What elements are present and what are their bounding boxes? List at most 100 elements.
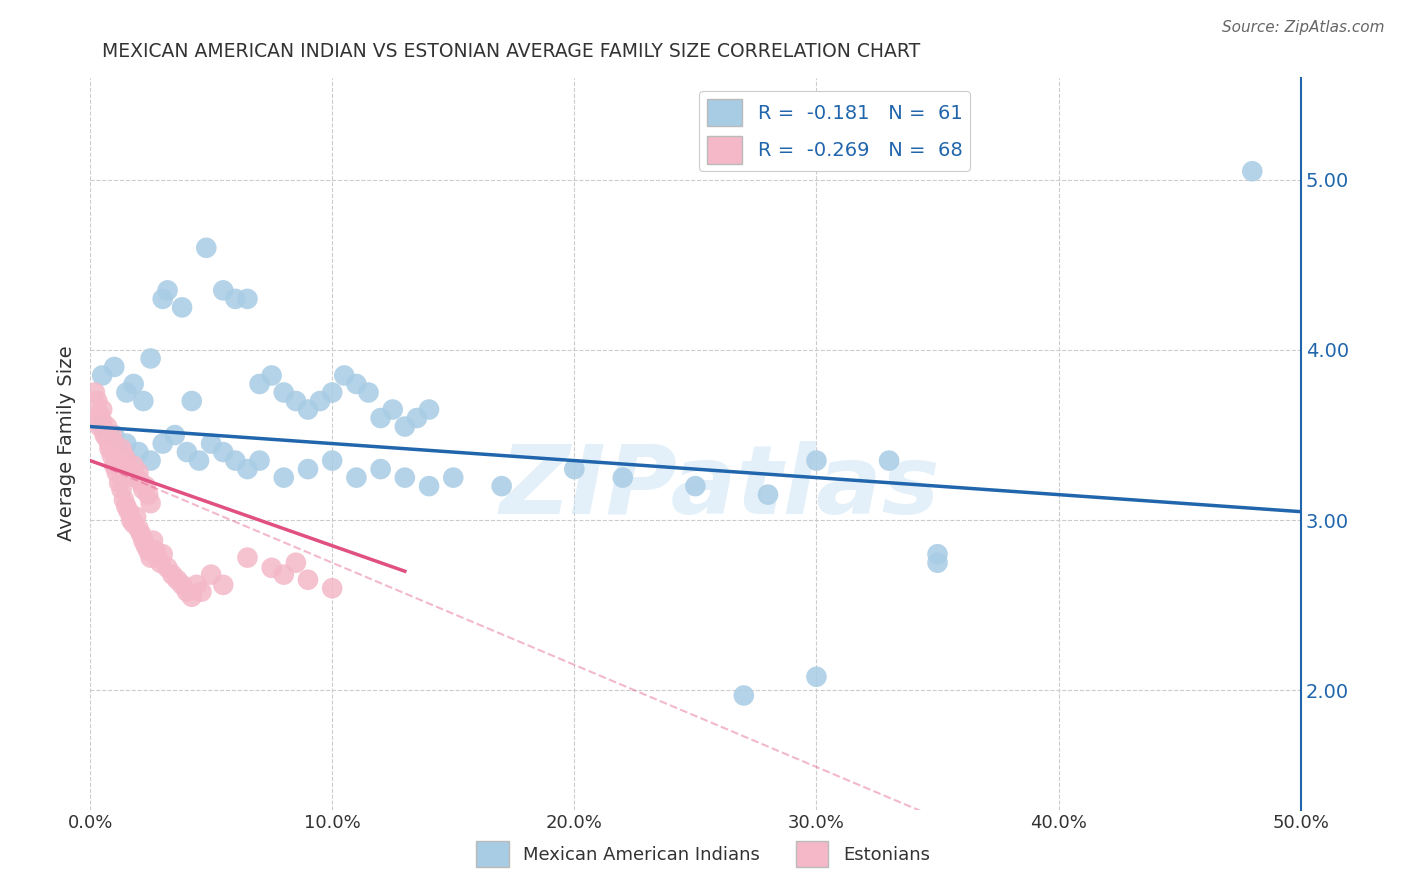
Point [333,368,356,383]
Point [200,567,222,582]
Text: MEXICAN AMERICAN INDIAN VS ESTONIAN AVERAGE FAMILY SIZE CORRELATION CHART: MEXICAN AMERICAN INDIAN VS ESTONIAN AVER… [103,42,921,61]
Point [152,547,174,561]
Point [145,543,167,558]
Point [139,550,162,565]
Point [733,689,755,703]
Point [260,561,283,575]
Point [297,573,319,587]
Point [91,402,114,417]
Point [128,445,150,459]
Point [122,376,145,391]
Point [273,567,295,582]
Point [93,425,115,439]
Point [86,411,108,425]
Point [172,301,194,315]
Point [118,462,141,476]
Point [224,292,246,306]
Point [135,479,157,493]
Point [103,458,125,473]
Point [146,550,169,565]
Point [122,458,145,473]
Point [101,449,124,463]
Point [344,470,367,484]
Point [101,428,124,442]
Point [125,470,148,484]
Point [132,533,155,548]
Point [344,376,367,391]
Point [321,385,343,400]
Legend: R =  -0.181   N =  61, R =  -0.269   N =  68: R = -0.181 N = 61, R = -0.269 N = 68 [699,91,970,171]
Point [91,419,114,434]
Point [103,359,125,374]
Point [139,496,162,510]
Point [370,462,392,476]
Point [309,394,332,409]
Legend: Mexican American Indians, Estonians: Mexican American Indians, Estonians [468,834,938,874]
Point [806,670,828,684]
Point [370,411,392,425]
Point [491,479,513,493]
Point [128,466,150,480]
Point [120,466,142,480]
Point [135,539,157,553]
Point [927,547,949,561]
Point [186,578,208,592]
Point [129,526,152,541]
Point [180,590,202,604]
Point [1241,164,1264,178]
Point [105,445,128,459]
Point [115,453,138,467]
Point [321,581,343,595]
Point [200,436,222,450]
Point [406,411,429,425]
Point [357,385,380,400]
Point [685,479,707,493]
Point [112,492,135,507]
Point [139,351,162,366]
Point [163,428,186,442]
Point [927,556,949,570]
Point [91,368,114,383]
Point [91,414,114,428]
Point [142,533,165,548]
Point [129,475,152,490]
Point [188,453,211,467]
Point [156,561,179,575]
Point [877,453,900,467]
Point [394,470,416,484]
Point [162,567,184,582]
Point [105,466,128,480]
Point [394,419,416,434]
Point [236,292,259,306]
Point [118,505,141,519]
Point [108,453,131,467]
Point [128,522,150,536]
Point [172,578,194,592]
Point [180,394,202,409]
Point [115,500,138,514]
Point [418,479,440,493]
Point [166,573,188,587]
Point [93,428,115,442]
Point [89,408,111,422]
Point [224,453,246,467]
Point [122,516,145,531]
Point [115,436,138,450]
Point [176,584,198,599]
Point [98,436,121,450]
Point [756,488,779,502]
Point [212,578,235,592]
Point [103,428,125,442]
Point [297,402,319,417]
Point [284,394,307,409]
Point [84,385,107,400]
Point [115,385,138,400]
Point [190,584,212,599]
Point [284,556,307,570]
Point [110,483,132,497]
Point [236,550,259,565]
Point [321,453,343,467]
Point [212,284,235,298]
Point [212,445,235,459]
Point [418,402,440,417]
